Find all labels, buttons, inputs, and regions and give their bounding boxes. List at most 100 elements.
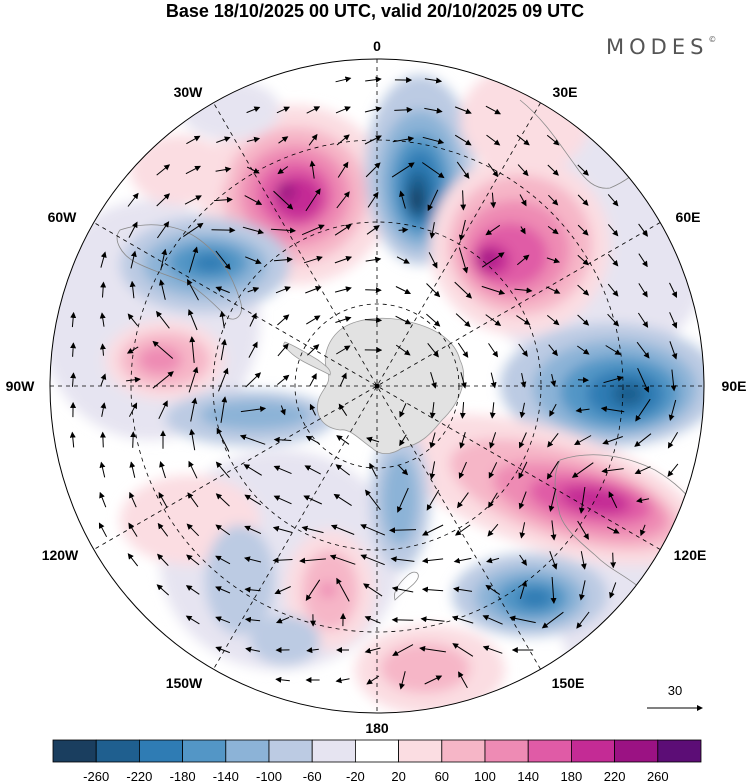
wind-vector xyxy=(456,161,470,179)
wind-vector xyxy=(424,77,443,84)
wind-vector xyxy=(571,462,594,478)
wind-vector xyxy=(156,584,170,596)
wind-vector xyxy=(339,372,347,387)
south-pole-marker xyxy=(374,383,380,389)
lon-label-120w: 120W xyxy=(42,547,79,563)
wind-vector xyxy=(275,286,291,294)
wind-vector xyxy=(306,315,321,325)
colorbar-swatch xyxy=(95,739,140,763)
wind-vector xyxy=(337,161,349,178)
wind-vector xyxy=(335,76,352,83)
wind-vector xyxy=(130,431,137,448)
wind-vector xyxy=(458,219,466,241)
wind-vector xyxy=(245,256,262,265)
wind-vector xyxy=(364,135,382,145)
brand-text: MODES xyxy=(606,35,709,59)
wind-vector xyxy=(185,585,200,595)
wind-vector xyxy=(422,162,445,179)
wind-vector xyxy=(364,647,381,654)
wind-vector xyxy=(215,250,231,270)
wind-vector xyxy=(421,586,444,593)
wind-vector xyxy=(272,557,293,564)
wind-vector xyxy=(275,616,290,624)
wind-vector xyxy=(70,342,77,357)
wind-vector xyxy=(246,166,260,174)
wind-vector xyxy=(459,432,466,449)
wind-vector xyxy=(307,344,320,356)
wind-vector xyxy=(334,224,352,236)
wind-vector xyxy=(541,611,564,629)
wind-vector xyxy=(420,616,445,623)
colorbar-tick-label: 100 xyxy=(474,769,496,783)
wind-vector xyxy=(360,524,386,536)
wind-vector xyxy=(636,497,650,504)
wind-vector xyxy=(546,315,560,326)
wind-vector xyxy=(518,343,528,357)
lon-label-90e: 90E xyxy=(722,378,747,394)
wind-vector xyxy=(335,677,350,684)
colorbar-tick-label: 220 xyxy=(604,769,626,783)
colorbar: -260 -220 -180 -140 -100 -60 -20 20 60 100 140 180 2… xyxy=(52,739,702,783)
wind-vector xyxy=(215,524,231,536)
wind-vector xyxy=(366,225,380,235)
wind-vector xyxy=(426,283,441,298)
wind-vector xyxy=(159,461,166,479)
wind-vector xyxy=(485,584,501,596)
colorbar-swatch xyxy=(311,739,356,763)
wind-vector xyxy=(187,278,199,301)
wind-vector xyxy=(547,432,559,448)
colorbar-tick-label: -140 xyxy=(213,769,239,783)
wind-vector xyxy=(100,281,107,298)
wind-vector xyxy=(334,286,352,293)
wind-vector xyxy=(636,341,650,359)
wind-vector xyxy=(669,282,677,298)
wind-vector xyxy=(486,134,501,146)
wind-vector xyxy=(454,524,471,536)
wind-vector xyxy=(546,460,560,480)
wind-vector xyxy=(220,396,228,423)
wind-vector xyxy=(426,313,441,327)
colorbar-tick-label: 260 xyxy=(647,769,669,783)
wind-vector xyxy=(489,432,497,449)
colorbar-swatch xyxy=(182,739,227,763)
lon-label-120e: 120E xyxy=(674,547,707,563)
wind-vector xyxy=(364,489,381,511)
wind-vector xyxy=(185,165,201,175)
wind-vector xyxy=(215,461,230,479)
wind-vector xyxy=(100,402,107,417)
wind-vector xyxy=(580,551,587,570)
antarctica-land xyxy=(317,317,465,455)
wind-vector xyxy=(187,492,199,508)
wind-vector xyxy=(514,287,533,294)
wind-vector xyxy=(186,523,200,537)
wind-vector xyxy=(550,373,557,387)
wind-vector xyxy=(422,524,444,536)
wind-vector xyxy=(273,190,294,210)
colorbar-tick-label: -260 xyxy=(83,769,109,783)
wind-vector xyxy=(184,195,202,205)
wind-vector xyxy=(70,311,77,328)
wind-vector xyxy=(70,372,77,387)
wind-vector xyxy=(518,432,527,449)
wind-vector xyxy=(485,105,501,115)
wind-vector xyxy=(211,227,236,234)
wind-vector xyxy=(273,495,292,505)
wind-vector xyxy=(517,164,529,177)
wind-vector xyxy=(519,226,526,235)
wind-vector xyxy=(336,345,351,355)
wind-vector xyxy=(277,166,289,175)
wind-vector xyxy=(608,491,618,509)
wind-vector xyxy=(460,372,467,389)
wind-vector xyxy=(490,192,497,209)
wind-vector xyxy=(249,312,257,327)
wind-vector xyxy=(369,462,377,477)
wind-vector xyxy=(215,493,230,507)
wind-vector xyxy=(577,224,589,236)
wind-vector xyxy=(306,647,319,654)
wind-vector xyxy=(126,376,141,383)
wind-vector xyxy=(424,675,443,685)
wind-vector xyxy=(547,164,559,176)
wind-vector xyxy=(482,615,503,625)
wind-vector xyxy=(219,310,226,329)
map-border xyxy=(49,58,705,714)
